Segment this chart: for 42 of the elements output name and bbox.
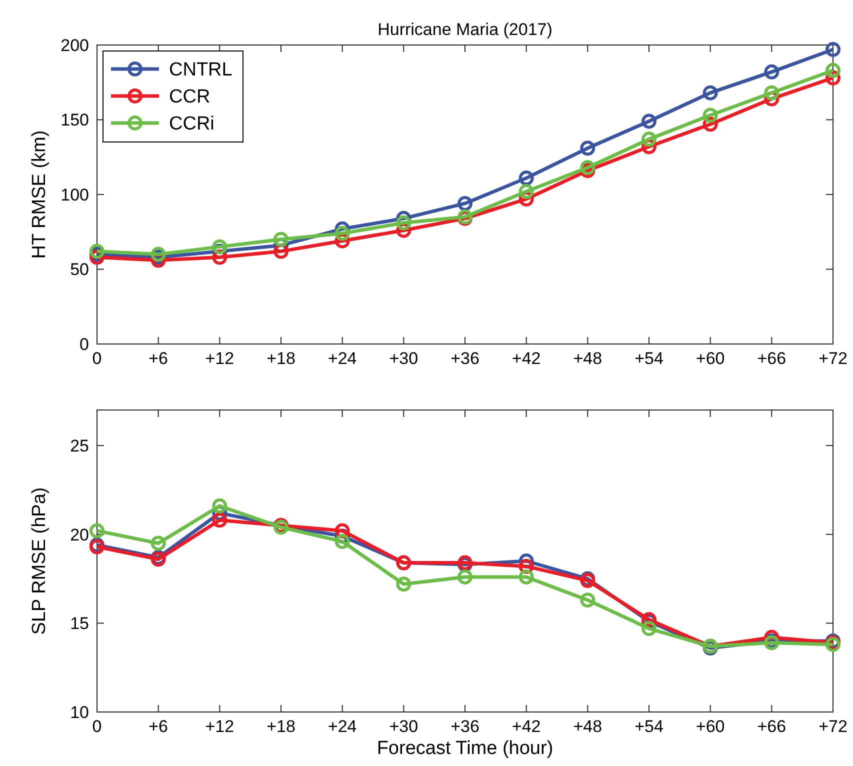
- x-axis-title: Forecast Time (hour): [376, 738, 554, 759]
- x-tick-label: +12: [205, 717, 234, 736]
- x-tick-label: +30: [389, 349, 418, 368]
- y-tick-label: 15: [70, 614, 89, 634]
- x-tick-label: +18: [266, 717, 296, 736]
- chart-title: Hurricane Maria (2017): [378, 20, 552, 39]
- x-tick-label: +36: [450, 717, 480, 736]
- x-tick-label: +36: [450, 349, 480, 368]
- legend-label: CCRi: [169, 114, 214, 135]
- x-tick-label: +66: [757, 349, 786, 368]
- x-tick-label: +48: [573, 349, 602, 368]
- x-tick-label: +54: [634, 717, 664, 736]
- x-tick-label: +66: [757, 717, 786, 736]
- x-tick-label: +30: [389, 717, 418, 736]
- y-axis-title: SLP RMSE (hPa): [29, 487, 50, 635]
- x-tick-label: +12: [205, 349, 234, 368]
- x-tick-label: +42: [512, 717, 541, 736]
- x-tick-label: 0: [92, 717, 102, 736]
- x-tick-label: +24: [328, 349, 357, 368]
- x-tick-label: +18: [266, 349, 296, 368]
- legend-label: CNTRL: [169, 60, 232, 81]
- x-tick-label: +6: [148, 717, 168, 736]
- x-tick-label: +48: [573, 717, 602, 736]
- y-tick-label: 0: [80, 334, 89, 354]
- y-tick-label: 100: [60, 185, 89, 204]
- x-tick-label: +72: [818, 349, 848, 368]
- x-tick-label: +6: [148, 349, 168, 368]
- y-tick-label: 10: [70, 702, 89, 722]
- x-tick-label: +60: [696, 349, 725, 368]
- y-tick-label: 50: [70, 260, 89, 280]
- x-tick-label: +24: [328, 717, 357, 736]
- x-tick-label: +72: [818, 717, 848, 736]
- x-tick-label: +42: [512, 349, 541, 368]
- y-tick-label: 20: [70, 525, 89, 544]
- x-tick-label: 0: [92, 349, 102, 368]
- y-tick-label: 150: [60, 110, 89, 130]
- x-tick-label: +60: [696, 717, 725, 736]
- y-axis-title: HT RMSE (km): [29, 130, 50, 259]
- y-tick-label: 200: [60, 36, 89, 55]
- legend-label: CCR: [169, 86, 210, 108]
- y-tick-label: 25: [70, 436, 89, 456]
- x-tick-label: +54: [634, 349, 664, 368]
